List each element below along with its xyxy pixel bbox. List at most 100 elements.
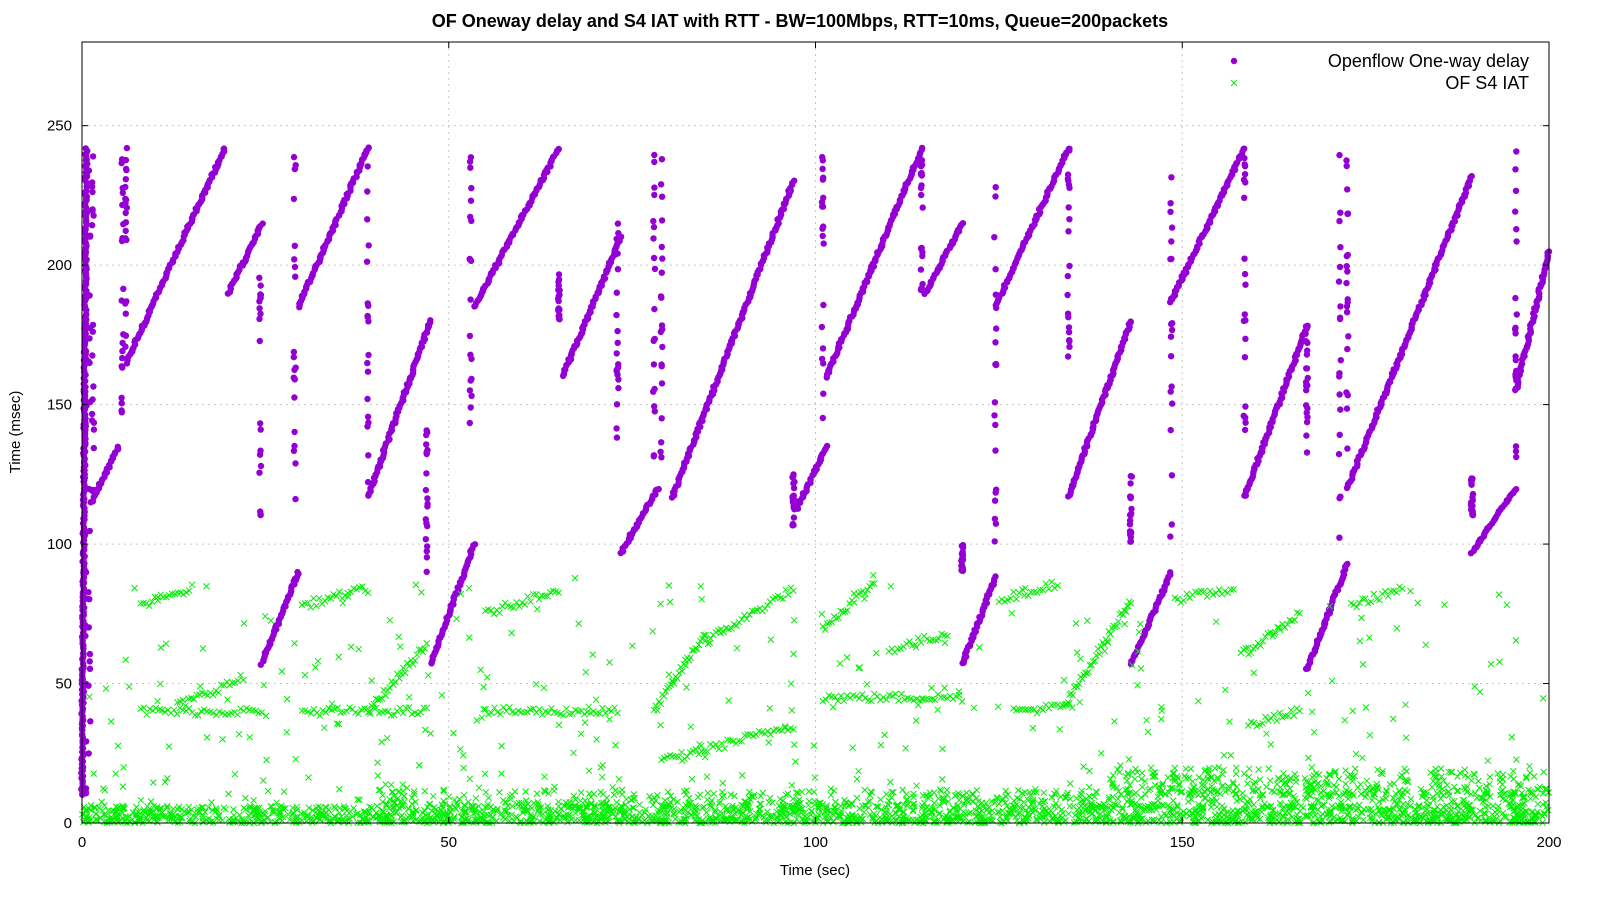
delay-point	[122, 343, 129, 350]
delay-point	[86, 596, 93, 603]
delay-point	[1513, 486, 1520, 493]
delay-point	[556, 286, 563, 294]
delay-point	[613, 425, 620, 432]
delay-point	[86, 527, 94, 535]
delay-point	[1242, 281, 1249, 288]
delay-point	[650, 235, 657, 242]
delay-point	[1168, 320, 1175, 328]
delay-point	[1167, 200, 1174, 207]
delay-point	[86, 292, 93, 299]
iat-point	[1207, 803, 1215, 811]
iat-point	[1225, 814, 1233, 822]
delay-point	[958, 542, 966, 550]
delay-point	[1336, 431, 1343, 438]
iat-point	[1360, 816, 1367, 824]
iat-point	[1490, 818, 1498, 826]
iat-point	[1491, 808, 1499, 816]
delay-point	[1066, 147, 1073, 154]
delay-point	[291, 394, 298, 401]
delay-point	[1513, 377, 1520, 384]
delay-point	[364, 188, 371, 195]
iat-point	[900, 808, 908, 816]
iat-point	[1285, 809, 1293, 817]
delay-point	[819, 414, 826, 422]
delay-point	[1344, 210, 1351, 217]
iat-point	[178, 814, 186, 821]
delay-point	[122, 227, 129, 235]
iat-point	[167, 810, 174, 817]
delay-point	[1343, 309, 1351, 316]
delay-point	[424, 446, 431, 454]
delay-point	[82, 785, 90, 792]
iat-point	[1174, 803, 1181, 811]
delay-point	[291, 165, 298, 173]
delay-point	[1167, 333, 1175, 340]
iat-point	[1471, 811, 1479, 819]
iat-point	[910, 790, 917, 798]
delay-point	[82, 162, 89, 170]
delay-point	[122, 219, 130, 226]
delay-point	[1335, 278, 1343, 285]
delay-point	[1512, 187, 1520, 194]
iat-point	[1263, 783, 1270, 791]
delay-point	[1337, 357, 1345, 364]
delay-point	[1241, 145, 1248, 152]
delay-point	[1303, 432, 1310, 439]
iat-point	[1352, 806, 1360, 814]
iat-point	[1138, 769, 1146, 777]
delay-point	[1241, 154, 1248, 162]
delay-point	[1065, 329, 1073, 336]
delay-point	[658, 415, 665, 422]
iat-point	[745, 813, 753, 821]
iat-point	[1109, 771, 1117, 779]
delay-point	[615, 364, 622, 371]
delay-point	[651, 335, 658, 343]
delay-point	[364, 413, 372, 420]
delay-point	[958, 562, 966, 569]
delay-point	[83, 738, 90, 745]
delay-point	[1065, 228, 1072, 235]
delay-point	[658, 243, 665, 251]
delay-point	[790, 521, 797, 529]
iat-point	[429, 792, 437, 800]
iat-point	[539, 810, 547, 818]
delay-point	[1302, 338, 1310, 345]
delay-point	[364, 359, 371, 367]
delay-point	[467, 154, 475, 161]
delay-point	[991, 538, 998, 545]
delay-point	[819, 225, 826, 232]
iat-point	[1187, 765, 1195, 773]
delay-point	[819, 165, 826, 172]
delay-point	[257, 282, 264, 289]
iat-point	[781, 818, 789, 826]
delay-point	[1336, 151, 1343, 159]
delay-point	[651, 191, 658, 199]
iat-point	[1092, 788, 1100, 795]
iat-point	[1241, 818, 1249, 826]
iat-point	[877, 796, 884, 803]
delay-point	[823, 442, 831, 450]
iat-point	[902, 791, 910, 798]
iat-point	[967, 809, 975, 816]
delay-point	[290, 447, 298, 454]
delay-point	[1344, 186, 1351, 193]
delay-point	[1344, 560, 1351, 568]
delay-point	[1335, 450, 1343, 458]
iat-point	[577, 789, 585, 796]
delay-point	[89, 352, 96, 359]
delay-point	[257, 310, 264, 317]
delay-point	[917, 266, 925, 273]
delay-point	[1167, 353, 1175, 360]
delay-point	[1065, 204, 1072, 211]
delay-point	[555, 306, 562, 313]
iat-point	[623, 795, 630, 803]
delay-point	[918, 144, 926, 152]
iat-point	[1213, 803, 1221, 811]
delay-point	[1336, 314, 1344, 321]
iat-point	[317, 804, 324, 811]
delay-point	[257, 420, 264, 427]
delay-point	[992, 421, 999, 429]
delay-point	[917, 170, 925, 177]
delay-point	[422, 536, 429, 543]
iat-point	[1439, 811, 1446, 818]
